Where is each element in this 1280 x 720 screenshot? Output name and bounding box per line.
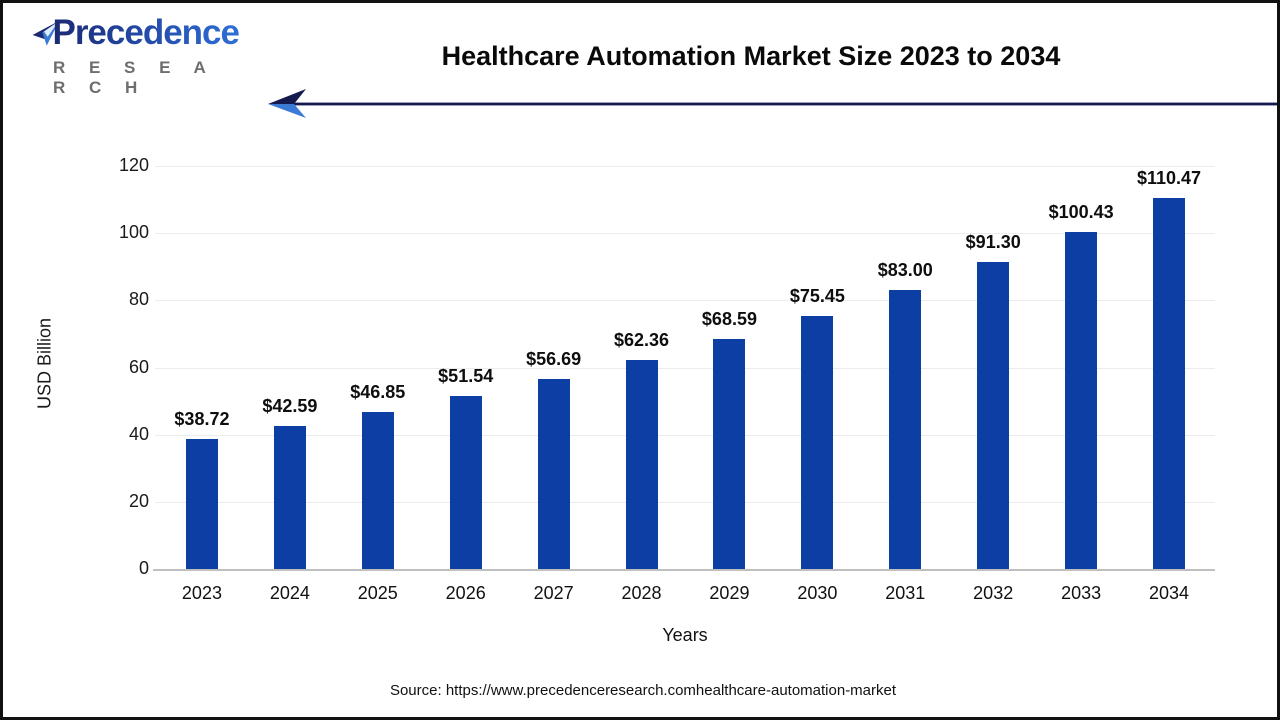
- bar-value-label: $110.47: [1136, 168, 1202, 188]
- x-axis-tick-label: 2034: [1149, 583, 1190, 603]
- y-axis-tick-label: 40: [128, 423, 149, 444]
- x-axis-tick-label: 2033: [1061, 583, 1102, 603]
- x-axis-line: [153, 569, 1215, 571]
- gridline: [155, 367, 1215, 369]
- bar-2023: [185, 438, 218, 569]
- y-axis-tick-label: 0: [138, 558, 149, 578]
- bar-value-label: $46.85: [350, 381, 406, 402]
- bar-value-label: $62.36: [614, 329, 670, 350]
- bar-value-label: $42.59: [262, 395, 318, 416]
- bar-value-label: $38.72: [174, 408, 230, 429]
- gridline: [155, 501, 1215, 503]
- x-axis-tick-label: 2023: [181, 583, 222, 603]
- logo-sub-text: R E S E A R C H: [53, 58, 215, 97]
- bar-2031: [889, 290, 922, 569]
- bar-2027: [537, 378, 570, 569]
- bar-value-label: $83.00: [877, 260, 933, 281]
- bar-value-label: $75.45: [789, 285, 845, 306]
- x-axis-tick-label: 2028: [621, 583, 662, 603]
- y-axis-tick-label: 60: [128, 356, 149, 377]
- x-axis-tick-label: 2026: [445, 583, 486, 603]
- y-axis-tick-label: 100: [118, 222, 149, 243]
- x-axis-title: Years: [662, 625, 708, 645]
- bar-2024: [273, 425, 306, 569]
- gridline: [155, 434, 1215, 436]
- bar-value-label: $68.59: [701, 308, 757, 329]
- x-axis-tick-label: 2029: [709, 583, 750, 603]
- gridline: [155, 166, 1215, 167]
- bar-value-label: $100.43: [1048, 201, 1114, 222]
- bar-2026: [449, 395, 482, 569]
- bar-2030: [801, 315, 834, 569]
- bar-2028: [625, 359, 658, 569]
- chart-title: Healthcare Automation Market Size 2023 t…: [441, 41, 1061, 71]
- y-axis-tick-label: 120: [118, 155, 149, 175]
- gridline: [155, 300, 1215, 302]
- y-axis-tick-label: 80: [128, 289, 149, 310]
- gridline: [155, 233, 1215, 235]
- bar-2025: [361, 411, 394, 569]
- y-axis-tick-label: 20: [128, 490, 149, 511]
- x-axis-tick-label: 2024: [269, 583, 310, 603]
- x-axis-tick-label: 2032: [973, 583, 1014, 603]
- bar-2033: [1065, 231, 1098, 569]
- x-axis-tick-label: 2031: [885, 583, 926, 603]
- x-axis-tick-label: 2030: [797, 583, 838, 603]
- bar-2034: [1153, 198, 1186, 569]
- bar-value-label: $91.30: [965, 232, 1021, 253]
- precedence-research-logo: Precedence R E S E A R C H: [29, 13, 240, 98]
- bar-chart: USD Billion Years 0 20 40 60 80 100 120 $38.72 2…: [3, 3, 1277, 717]
- source-text: Source: https://www.precedenceresearch.c…: [389, 682, 897, 699]
- x-axis-tick-label: 2025: [357, 583, 398, 603]
- paper-plane-icon: [32, 20, 60, 46]
- x-axis-tick-label: 2027: [533, 583, 574, 603]
- header-arrow-line: [268, 89, 1277, 118]
- bar-2029: [713, 338, 746, 569]
- logo-brand-text: Precedence: [52, 13, 240, 52]
- bar-value-label: $56.69: [526, 348, 582, 369]
- bar-value-label: $51.54: [438, 365, 494, 386]
- bar-2032: [977, 262, 1010, 569]
